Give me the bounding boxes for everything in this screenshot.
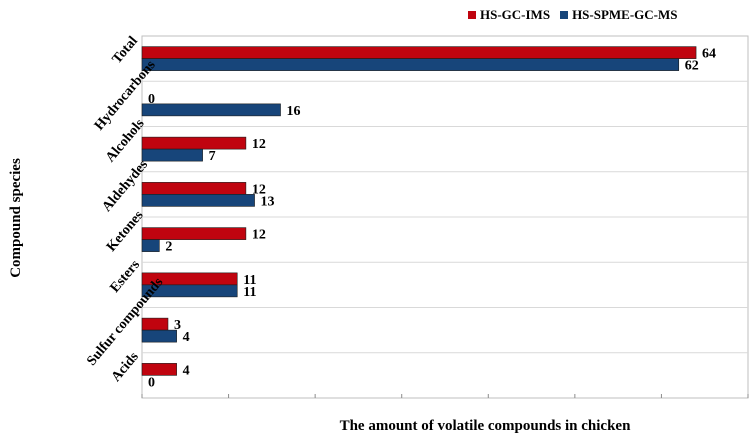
category-label-total: Total	[110, 34, 141, 67]
bar-acids-hs-gc-ims	[141, 363, 177, 376]
bar-ketones-hs-gc-ims	[141, 227, 247, 240]
chart-legend: HS-GC-IMS HS-SPME-GC-MS	[468, 7, 688, 23]
data-label-sulfur-compounds-hs-spme-gc-ms: 4	[183, 330, 190, 345]
data-label-hydrocarbons-hs-spme-gc-ms: 16	[287, 104, 301, 119]
bar-sulfur-compounds-hs-spme-gc-ms	[141, 329, 177, 343]
grid-layer	[141, 35, 749, 399]
bar-aldehydes-hs-gc-ims	[141, 182, 247, 195]
x-axis-title: The amount of volatile compounds in chic…	[340, 418, 632, 434]
bars-layer	[141, 46, 697, 376]
data-label-aldehydes-hs-gc-ims: 12	[252, 182, 266, 197]
data-label-total-hs-spme-gc-ms: 62	[685, 59, 699, 74]
bar-sulfur-compounds-hs-gc-ims	[141, 317, 169, 331]
legend-swatch-hs-gc-ims	[468, 11, 476, 19]
bar-alcohols-hs-spme-gc-ms	[141, 148, 203, 162]
data-label-alcohols-hs-gc-ims: 12	[252, 137, 266, 152]
data-label-alcohols-hs-spme-gc-ms: 7	[209, 149, 216, 164]
bar-hydrocarbons-hs-spme-gc-ms	[141, 103, 281, 117]
data-label-ketones-hs-gc-ims: 12	[252, 228, 266, 243]
y-axis-title: Compound species	[8, 158, 24, 278]
data-label-ketones-hs-spme-gc-ms: 2	[165, 240, 172, 255]
data-label-sulfur-compounds-hs-gc-ims: 3	[174, 318, 181, 333]
data-label-aldehydes-hs-spme-gc-ms: 13	[261, 194, 275, 209]
data-label-hydrocarbons-hs-gc-ims: 0	[148, 92, 155, 107]
data-label-esters-hs-spme-gc-ms: 11	[243, 285, 256, 300]
bar-ketones-hs-spme-gc-ms	[141, 239, 160, 252]
legend-label-hs-spme-gc-ms: HS-SPME-GC-MS	[572, 7, 678, 22]
bar-aldehydes-hs-spme-gc-ms	[141, 194, 255, 207]
legend-item-hs-gc-ims[interactable]: HS-GC-IMS	[468, 7, 550, 23]
legend-item-hs-spme-gc-ms[interactable]: HS-SPME-GC-MS	[560, 7, 678, 23]
category-label-esters: Esters	[108, 257, 144, 296]
data-label-esters-hs-gc-ims: 11	[243, 273, 256, 288]
bar-total-hs-spme-gc-ms	[141, 58, 680, 71]
data-label-total-hs-gc-ims: 64	[702, 47, 716, 62]
data-label-acids-hs-spme-gc-ms: 0	[148, 375, 155, 390]
legend-swatch-hs-spme-gc-ms	[560, 11, 569, 19]
bar-total-hs-gc-ims	[141, 46, 697, 59]
legend-label-hs-gc-ims: HS-GC-IMS	[480, 7, 551, 22]
bar-alcohols-hs-gc-ims	[141, 136, 247, 150]
category-label-acids: Acids	[109, 349, 142, 385]
bar-esters-hs-spme-gc-ms	[141, 284, 238, 298]
data-label-acids-hs-gc-ims: 4	[183, 363, 190, 378]
